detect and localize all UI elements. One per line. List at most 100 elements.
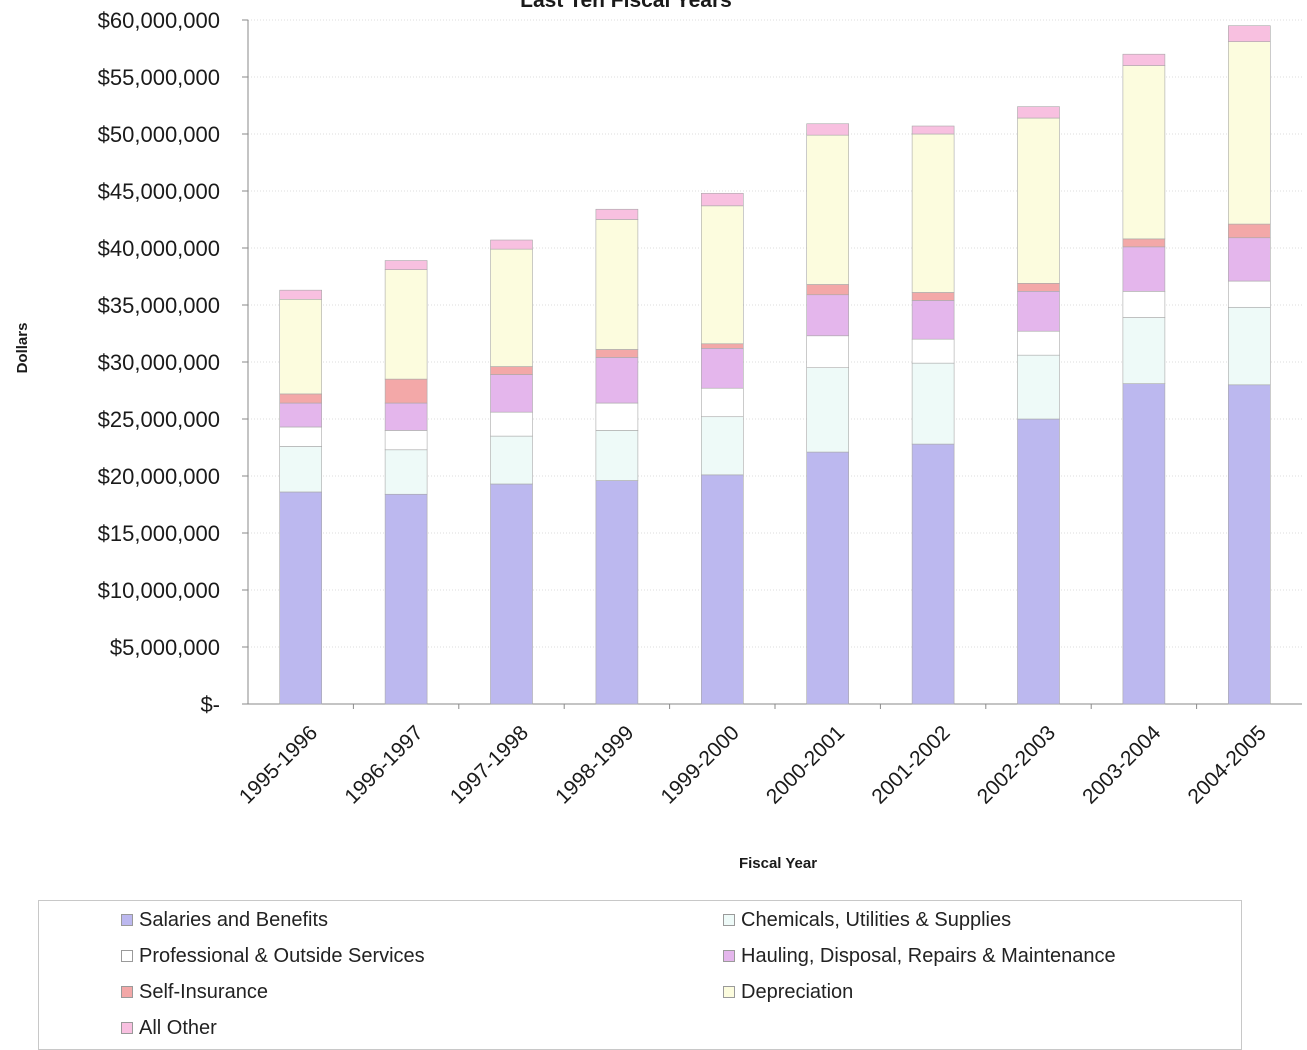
legend-swatch: [121, 950, 133, 962]
x-axis-title: Fiscal Year: [739, 855, 817, 872]
bar-segment: [700, 416, 744, 476]
bar-segment: [806, 451, 850, 705]
bar-segment: [806, 367, 850, 453]
bar-segment: [595, 208, 639, 220]
bar-segment: [806, 335, 850, 368]
bar-segment: [700, 348, 744, 389]
y-tick-label: $5,000,000: [110, 635, 220, 660]
bar-segment: [1017, 106, 1060, 119]
y-tick-label: $55,000,000: [98, 65, 220, 90]
bar-segment: [595, 430, 639, 481]
legend-label: Hauling, Disposal, Repairs & Maintenance: [741, 944, 1116, 967]
x-tick-label: 2002-2003: [973, 721, 1060, 808]
legend-item: All Other: [121, 1016, 217, 1040]
bar-segment: [911, 292, 955, 301]
bar-segment: [911, 133, 955, 293]
bar-segment: [700, 192, 744, 207]
y-axis-title: Dollars: [14, 323, 31, 374]
y-tick-labels: $- $5,000,000 $10,000,000 $15,000,000 $20,00…: [98, 8, 220, 717]
bar-segment: [1017, 283, 1060, 292]
bar-segment: [490, 239, 533, 250]
bar-segment: [1122, 291, 1166, 318]
bar-segment: [806, 294, 850, 337]
y-tick-label: $40,000,000: [98, 236, 220, 261]
bar-segment: [595, 357, 639, 404]
legend-label: Salaries and Benefits: [139, 908, 329, 931]
bar-segment: [1122, 246, 1166, 292]
bar-segment: [384, 430, 428, 451]
legend-swatch: [723, 986, 735, 998]
chart-title: Last Ten Fiscal Years: [520, 0, 732, 12]
legend-swatch: [723, 950, 735, 962]
legend-item: Salaries and Benefits: [121, 908, 328, 932]
y-tick-label: $60,000,000: [98, 8, 220, 33]
bar-segment: [1122, 383, 1166, 705]
x-tick-label: 1998-1999: [551, 721, 638, 808]
bar-segment: [1122, 238, 1166, 248]
bar-segment: [279, 402, 323, 428]
y-tick-label: $50,000,000: [98, 122, 220, 147]
bar-segment: [1228, 223, 1271, 239]
x-tick-label: 1996-1997: [340, 721, 427, 808]
bar-segment: [1017, 330, 1060, 356]
bar-segment: [490, 248, 533, 367]
bar-segment: [595, 402, 639, 431]
legend-item: Chemicals, Utilities & Supplies: [723, 908, 1011, 932]
legend-swatch: [121, 986, 133, 998]
bar-segment: [806, 123, 850, 136]
bar-segment: [490, 411, 533, 437]
bar-segment: [1017, 418, 1060, 705]
bar-segment: [279, 298, 323, 395]
bar-segment: [595, 480, 639, 705]
bar-segment: [1017, 117, 1060, 284]
legend-item: Hauling, Disposal, Repairs & Maintenance: [723, 944, 1116, 968]
legend-swatch: [723, 914, 735, 926]
bar-segment: [490, 366, 533, 375]
legend-label: Professional & Outside Services: [139, 944, 425, 967]
bar-segment: [1228, 25, 1271, 42]
bar-segment: [279, 289, 323, 300]
y-tick-label: $15,000,000: [98, 521, 220, 546]
bar-segment: [1228, 280, 1271, 308]
bar-segment: [806, 284, 850, 296]
x-tick-label: 2000-2001: [762, 721, 849, 808]
legend: Salaries and Benefits Chemicals, Utilitie…: [38, 900, 1242, 1050]
legend-item: Professional & Outside Services: [121, 944, 425, 968]
bar-segment: [490, 374, 533, 413]
bar-segment: [279, 491, 323, 705]
bar-segment: [700, 205, 744, 345]
legend-swatch: [121, 1022, 133, 1034]
legend-swatch: [121, 914, 133, 926]
legend-item: Depreciation: [723, 980, 853, 1004]
bar-segment: [384, 493, 428, 705]
bar-segment: [595, 349, 639, 358]
bar-segment: [700, 343, 744, 349]
bar-segment: [911, 300, 955, 340]
legend-label: Chemicals, Utilities & Supplies: [741, 908, 1012, 931]
bar-segment: [1228, 237, 1271, 282]
bar-segment: [1228, 41, 1271, 225]
x-tick-label: 1997-1998: [446, 721, 533, 808]
y-tick-label: $-: [200, 692, 220, 717]
y-tick-label: $10,000,000: [98, 578, 220, 603]
bar-segment: [384, 260, 428, 270]
bar-segment: [1122, 65, 1166, 240]
bar-segment: [490, 435, 533, 485]
bar-segment: [700, 387, 744, 418]
legend-label: Self-Insurance: [139, 980, 268, 1003]
legend-label: All Other: [139, 1016, 217, 1039]
bar-segment: [384, 402, 428, 431]
bars: [279, 25, 1271, 705]
bar-segment: [806, 134, 850, 285]
bar-segment: [279, 393, 323, 404]
bar-segment: [490, 483, 533, 705]
bar-segment: [911, 125, 955, 135]
y-tick-label: $45,000,000: [98, 179, 220, 204]
bar-segment: [700, 474, 744, 705]
bar-segment: [1122, 317, 1166, 384]
legend-label: Depreciation: [741, 980, 854, 1003]
bar-segment: [911, 362, 955, 445]
bar-segment: [279, 426, 323, 447]
x-tick-label: 2001-2002: [867, 721, 954, 808]
bar-segment: [911, 443, 955, 705]
